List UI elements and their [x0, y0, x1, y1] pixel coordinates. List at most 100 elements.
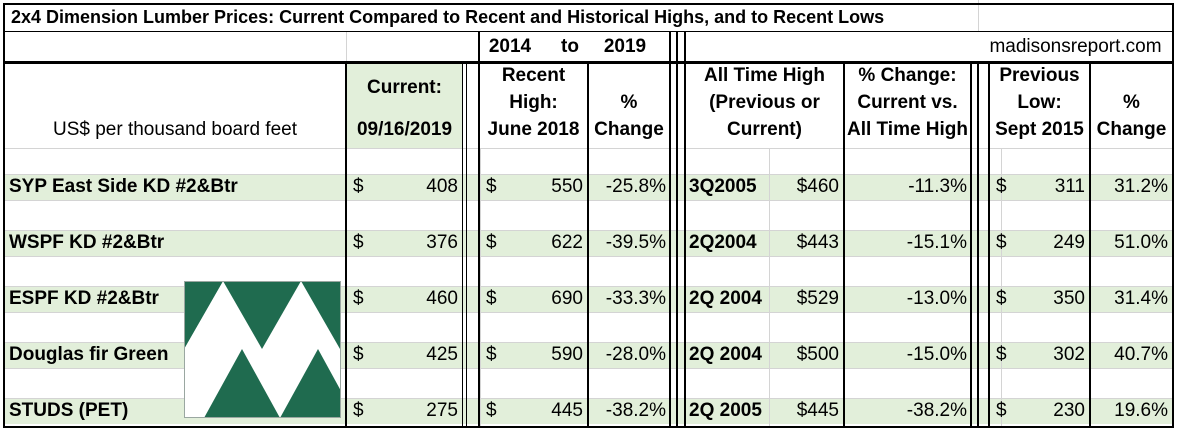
previous-low-price: 230: [1053, 400, 1085, 421]
recent-high-currency-symbol: $: [486, 232, 497, 253]
low-pct-header-line: Change: [1096, 119, 1167, 140]
row-label: WSPF KD #2&Btr: [9, 232, 165, 253]
range-end: 2019: [603, 36, 647, 57]
ath-pct-change: -11.3%: [908, 176, 967, 197]
recent-high-price: 550: [551, 176, 583, 197]
recent-pct-header-line: Change: [594, 119, 664, 140]
current-header: Current: 09/16/2019: [347, 74, 462, 144]
previous-low-price: 350: [1053, 288, 1085, 309]
row-label: Douglas fir Green: [9, 344, 169, 365]
ath-pct-header: % Change: Current vs. All Time High: [845, 62, 970, 146]
current-header-fill: [346, 63, 463, 148]
column-divider: [466, 63, 467, 427]
column-divider: [1089, 63, 1091, 427]
previous-low-price: 302: [1053, 344, 1085, 365]
low-currency-symbol: $: [996, 400, 1007, 421]
ath-header-line: (Previous or: [709, 92, 820, 113]
recent-high-price: 590: [551, 344, 583, 365]
recent-high-currency-symbol: $: [486, 400, 497, 421]
recent-high-header-line: High:: [509, 92, 558, 113]
row-label: ESPF KD #2&Btr: [9, 288, 159, 309]
gridline: [1001, 148, 1002, 427]
low-header: Previous Low: Sept 2015: [990, 62, 1089, 146]
column-divider: [669, 31, 671, 427]
current-currency-symbol: $: [353, 400, 364, 421]
recent-high-currency-symbol: $: [486, 344, 497, 365]
column-divider: [970, 63, 972, 427]
low-pct-header: % Change: [1091, 89, 1172, 146]
ath-period: 2Q2004: [689, 232, 757, 253]
source-credit: madisonsreport.com: [989, 36, 1162, 57]
ath-period: 2Q 2005: [689, 400, 762, 421]
ath-pct-change: -15.0%: [906, 344, 967, 365]
ath-pct-header-line: Current vs.: [857, 92, 958, 113]
ath-price: $529: [796, 288, 839, 309]
gridline: [769, 148, 770, 427]
madisons-triangle-logo-icon: [184, 281, 341, 418]
column-divider: [676, 31, 678, 427]
row-label: SYP East Side KD #2&Btr: [9, 176, 238, 197]
ath-price: $443: [796, 232, 839, 253]
current-header-line: Current:: [367, 77, 442, 98]
current-price: 376: [426, 232, 458, 253]
recent-high-currency-symbol: $: [486, 176, 497, 197]
recent-pct-header-line: %: [620, 92, 638, 113]
recent-high-currency-symbol: $: [486, 288, 497, 309]
current-header-line: 09/16/2019: [356, 119, 453, 140]
recent-high-pct-change: -25.8%: [605, 176, 666, 197]
recent-high-price: 690: [551, 288, 583, 309]
current-price: 408: [426, 176, 458, 197]
recent-high-pct-change: -33.3%: [605, 288, 666, 309]
ath-period: 2Q 2004: [689, 344, 762, 365]
gridline: [480, 148, 481, 427]
units-header: US$ per thousand board feet: [52, 119, 297, 140]
current-price: 425: [426, 344, 458, 365]
current-currency-symbol: $: [353, 232, 364, 253]
ath-price: $500: [796, 344, 839, 365]
recent-pct-header: % Change: [589, 89, 669, 146]
recent-high-pct-change: -28.0%: [605, 344, 666, 365]
recent-high-pct-change: -38.2%: [605, 400, 666, 421]
low-pct-change: 19.6%: [1114, 400, 1168, 421]
table-title: 2x4 Dimension Lumber Prices: Current Com…: [11, 7, 885, 27]
ath-period: 2Q 2004: [689, 288, 762, 309]
current-price: 460: [426, 288, 458, 309]
recent-high-header-line: Recent: [501, 65, 566, 86]
recent-high-price: 622: [551, 232, 583, 253]
current-currency-symbol: $: [353, 176, 364, 197]
gridline: [978, 0, 979, 31]
column-divider: [988, 63, 990, 427]
row-label: STUDS (PET): [9, 400, 129, 421]
low-currency-symbol: $: [996, 176, 1007, 197]
recent-high-price: 445: [551, 400, 583, 421]
row-divider: [3, 426, 1174, 428]
ath-pct-header-line: All Time High: [846, 119, 969, 140]
low-header-line: Sept 2015: [995, 119, 1084, 140]
column-divider: [345, 63, 347, 427]
ath-period: 3Q2005: [689, 176, 757, 197]
low-pct-header-line: %: [1123, 92, 1140, 113]
low-pct-change: 51.0%: [1114, 232, 1168, 253]
low-pct-change: 31.4%: [1114, 288, 1168, 309]
row-divider: [3, 61, 1174, 64]
column-divider: [843, 63, 845, 427]
ath-pct-change: -38.2%: [906, 400, 967, 421]
row-divider: [3, 3, 1174, 5]
range-start: 2014: [488, 36, 532, 57]
current-currency-symbol: $: [353, 344, 364, 365]
column-divider: [977, 63, 979, 427]
low-pct-change: 31.2%: [1114, 176, 1168, 197]
low-pct-change: 40.7%: [1114, 344, 1168, 365]
column-divider: [478, 31, 480, 427]
column-divider: [587, 63, 589, 427]
row-divider: [3, 31, 1174, 32]
current-currency-symbol: $: [353, 288, 364, 309]
ath-header-line: All Time High: [703, 65, 826, 86]
column-divider: [462, 63, 463, 427]
range-to: to: [561, 36, 579, 57]
previous-low-price: 311: [1054, 176, 1085, 197]
recent-high-pct-change: -39.5%: [605, 232, 666, 253]
current-price: 275: [426, 400, 458, 421]
previous-low-price: 249: [1053, 232, 1085, 253]
